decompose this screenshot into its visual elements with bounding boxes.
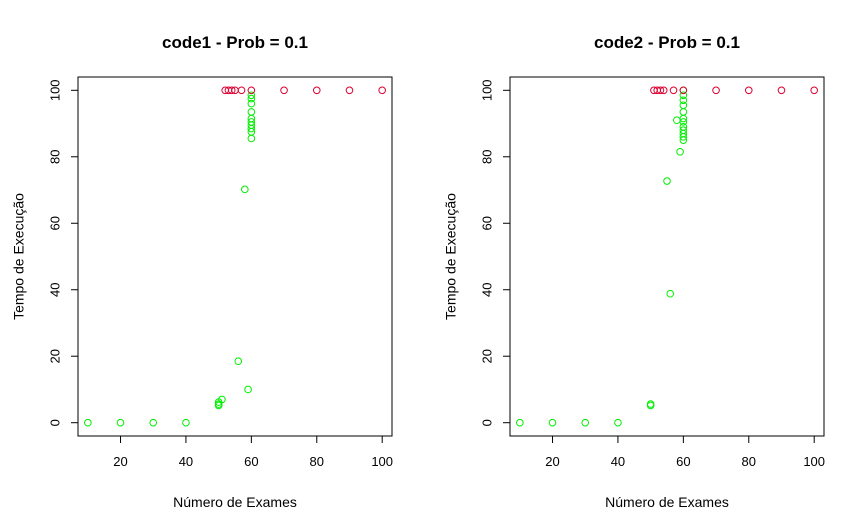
data-point bbox=[247, 86, 256, 95]
plot-panel-1: code1 - Prob = 0.1 20 40 60 80 100 0 20 40 60 80 10… bbox=[11, 33, 393, 510]
y-tick-label: 80 bbox=[47, 150, 62, 164]
data-point bbox=[182, 418, 190, 427]
y-tick-label: 100 bbox=[47, 79, 62, 101]
data-point bbox=[280, 86, 288, 95]
data-point bbox=[247, 99, 256, 108]
data-point bbox=[679, 126, 688, 134]
y-axis-label: Tempo de Execução bbox=[443, 193, 459, 320]
data-point bbox=[810, 86, 818, 95]
data-point bbox=[614, 418, 622, 427]
data-point bbox=[218, 395, 226, 404]
data-point bbox=[679, 118, 688, 126]
data-point bbox=[679, 86, 688, 95]
x-tick-label: 80 bbox=[742, 454, 756, 469]
data-point bbox=[244, 385, 252, 394]
data-point bbox=[247, 134, 256, 143]
data-point bbox=[116, 418, 125, 427]
y-tick-label: 0 bbox=[479, 419, 494, 426]
y-tick-label: 80 bbox=[479, 150, 494, 164]
data-point bbox=[345, 86, 354, 95]
y-tick-label: 100 bbox=[479, 79, 494, 101]
y-tick-label: 40 bbox=[47, 283, 62, 297]
data-point bbox=[669, 86, 678, 95]
data-point bbox=[241, 185, 249, 194]
data-point bbox=[581, 418, 590, 427]
data-point bbox=[247, 94, 256, 103]
data-point bbox=[516, 418, 524, 427]
plot-panel-2: code2 - Prob = 0.1 20 40 60 80 100 0 20 40 60 80 10… bbox=[443, 33, 825, 510]
x-tick-label: 20 bbox=[113, 454, 127, 469]
data-point bbox=[247, 91, 256, 100]
x-axis-label: Número de Exames bbox=[605, 494, 729, 510]
data-point bbox=[659, 86, 668, 95]
data-point bbox=[679, 101, 688, 110]
x-tick-label: 20 bbox=[545, 454, 559, 469]
data-point bbox=[679, 91, 688, 100]
data-point bbox=[712, 86, 720, 95]
x-tick-label: 40 bbox=[611, 454, 625, 469]
data-point bbox=[84, 418, 92, 427]
data-point bbox=[646, 400, 655, 408]
chart-title: code2 - Prob = 0.1 bbox=[594, 33, 740, 52]
data-point bbox=[149, 418, 158, 427]
data-point bbox=[676, 147, 684, 156]
plot-frame bbox=[509, 76, 825, 437]
data-point bbox=[227, 86, 236, 95]
x-tick-label: 100 bbox=[803, 454, 825, 469]
y-tick-label: 60 bbox=[47, 216, 62, 230]
y-tick-label: 20 bbox=[479, 349, 494, 363]
x-tick-label: 80 bbox=[310, 454, 324, 469]
data-point bbox=[234, 357, 243, 366]
x-tick-label: 60 bbox=[244, 454, 258, 469]
data-point bbox=[548, 418, 557, 427]
data-point bbox=[744, 86, 753, 95]
data-point bbox=[777, 86, 786, 95]
data-point bbox=[679, 96, 688, 105]
y-tick-label: 60 bbox=[479, 216, 494, 230]
x-tick-label: 100 bbox=[371, 454, 393, 469]
data-point bbox=[679, 108, 688, 116]
y-axis-label: Tempo de Execução bbox=[11, 193, 27, 320]
x-axis-label: Número de Exames bbox=[173, 494, 297, 510]
x-tick-label: 40 bbox=[179, 454, 193, 469]
data-point bbox=[247, 118, 256, 126]
plot-frame bbox=[77, 76, 393, 437]
y-tick-label: 0 bbox=[47, 419, 62, 426]
x-tick-label: 60 bbox=[676, 454, 690, 469]
data-point bbox=[247, 108, 256, 116]
data-point bbox=[663, 177, 671, 185]
chart-title: code1 - Prob = 0.1 bbox=[162, 33, 308, 52]
data-point bbox=[673, 116, 681, 125]
data-point bbox=[378, 86, 386, 95]
y-tick-label: 40 bbox=[479, 283, 494, 297]
data-point bbox=[656, 86, 665, 95]
data-point bbox=[237, 86, 246, 95]
y-tick-label: 20 bbox=[47, 349, 62, 363]
data-point bbox=[679, 123, 688, 131]
data-point bbox=[666, 289, 675, 298]
data-point bbox=[312, 86, 321, 95]
